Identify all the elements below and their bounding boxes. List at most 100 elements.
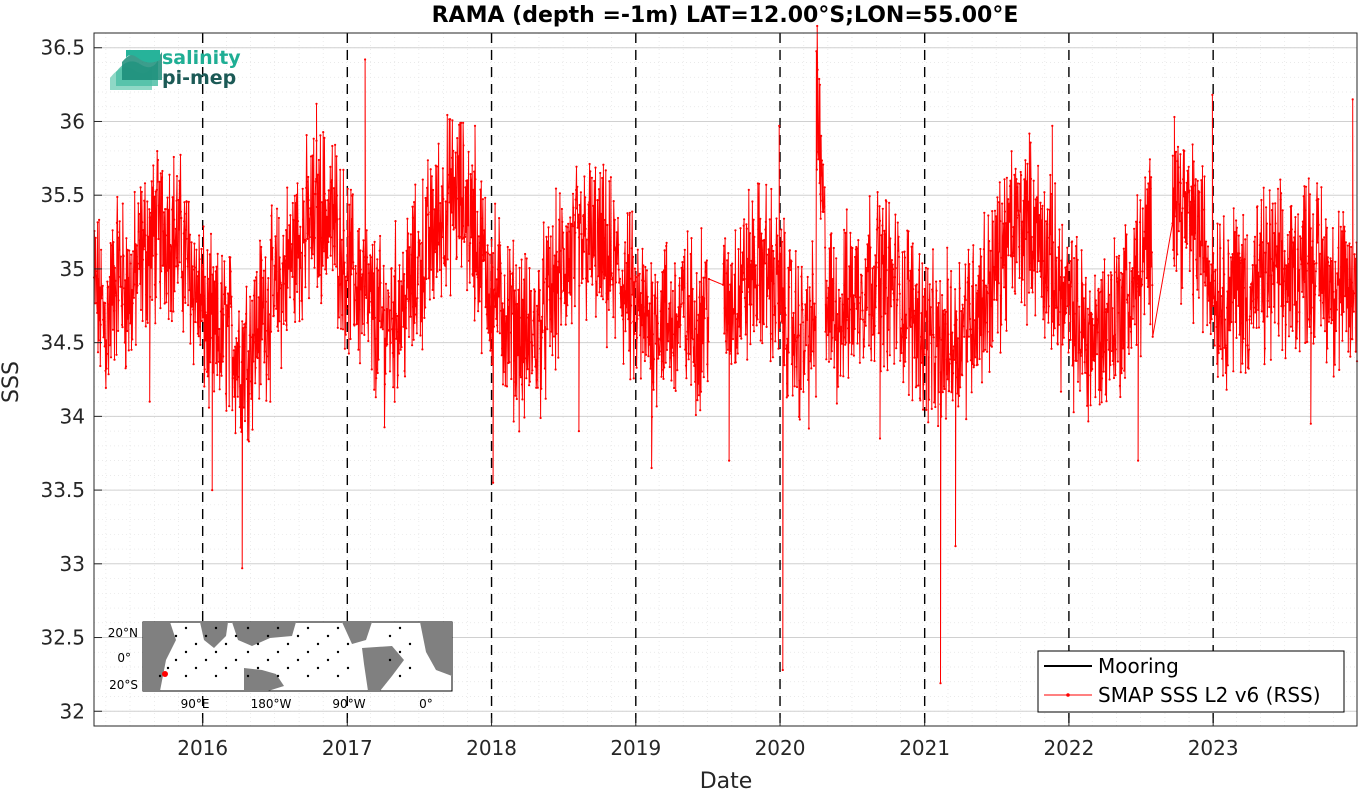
data-point <box>432 296 435 300</box>
data-point <box>1125 268 1128 271</box>
data-point <box>217 360 220 363</box>
data-point <box>1031 250 1035 253</box>
data-point <box>1056 306 1059 309</box>
data-point <box>296 182 299 185</box>
data-point <box>1258 244 1261 247</box>
data-point <box>1130 346 1133 349</box>
data-point <box>114 292 117 295</box>
data-point <box>650 415 654 418</box>
data-point <box>599 171 602 175</box>
data-point <box>1151 335 1154 338</box>
data-point <box>939 371 943 374</box>
data-point <box>145 251 148 254</box>
data-point <box>338 217 341 220</box>
data-point <box>277 291 280 295</box>
data-point <box>765 183 768 186</box>
data-point <box>836 371 839 374</box>
data-point <box>344 333 347 336</box>
data-point <box>1001 266 1004 269</box>
data-point <box>611 276 614 279</box>
data-point <box>533 290 537 293</box>
data-point <box>390 317 394 320</box>
data-point <box>177 264 180 267</box>
data-point <box>1147 252 1150 255</box>
data-point <box>256 328 260 331</box>
data-point <box>353 324 356 327</box>
data-point <box>403 375 407 378</box>
data-point <box>746 358 749 361</box>
data-point <box>998 250 1001 253</box>
data-point <box>1280 240 1283 243</box>
data-point <box>1101 271 1104 274</box>
data-point <box>783 364 786 367</box>
data-point <box>575 207 579 210</box>
data-point <box>839 374 842 377</box>
data-point <box>295 202 298 206</box>
data-point <box>489 349 492 352</box>
data-point <box>181 270 184 273</box>
data-point <box>768 218 771 221</box>
data-point <box>998 181 1001 184</box>
data-point <box>271 258 274 261</box>
data-point <box>346 187 349 190</box>
data-point <box>1234 262 1237 265</box>
data-point <box>158 280 162 283</box>
data-point <box>773 257 776 260</box>
data-point <box>151 186 154 189</box>
data-point <box>464 230 467 233</box>
x-tick-label: 2020 <box>755 736 806 760</box>
data-point <box>1054 182 1057 185</box>
data-point <box>688 295 691 298</box>
data-point <box>1127 346 1130 349</box>
data-point <box>1327 320 1330 323</box>
data-point <box>339 327 343 330</box>
data-point <box>952 345 956 348</box>
data-point <box>669 301 672 304</box>
data-point <box>529 301 532 304</box>
data-point <box>992 267 995 270</box>
data-point <box>565 225 568 228</box>
data-point <box>916 327 920 330</box>
data-point <box>299 225 302 228</box>
data-point <box>1216 362 1219 365</box>
data-point <box>557 260 560 263</box>
data-point <box>846 315 849 319</box>
data-point <box>786 382 789 385</box>
data-point <box>212 294 215 297</box>
data-point <box>918 253 921 256</box>
data-point <box>471 274 475 277</box>
data-point <box>154 190 157 193</box>
data-point <box>243 345 246 348</box>
data-point <box>1226 364 1229 367</box>
data-point <box>846 297 849 300</box>
data-point <box>846 327 850 330</box>
data-point <box>746 290 749 294</box>
data-point <box>486 244 489 247</box>
data-point <box>436 241 439 244</box>
data-point <box>591 283 594 286</box>
data-point <box>988 271 992 274</box>
data-point <box>543 281 546 284</box>
data-point <box>1173 215 1176 218</box>
data-point <box>782 331 785 334</box>
data-point <box>475 273 478 276</box>
y-tick-label: 33 <box>60 552 85 576</box>
data-point <box>298 247 301 250</box>
data-point <box>1037 237 1040 240</box>
data-point <box>602 163 605 166</box>
data-point <box>560 323 563 326</box>
data-point <box>751 200 754 203</box>
data-point <box>1008 202 1011 205</box>
data-point <box>429 168 432 171</box>
data-point <box>503 345 507 348</box>
data-point <box>624 241 627 244</box>
data-point <box>1051 320 1054 323</box>
data-point <box>1266 315 1269 318</box>
data-point <box>933 401 936 404</box>
data-point <box>1043 191 1046 194</box>
data-point <box>1264 251 1267 254</box>
data-point <box>468 281 471 284</box>
data-point <box>316 173 319 176</box>
data-point <box>922 383 925 386</box>
data-point <box>1217 351 1220 355</box>
